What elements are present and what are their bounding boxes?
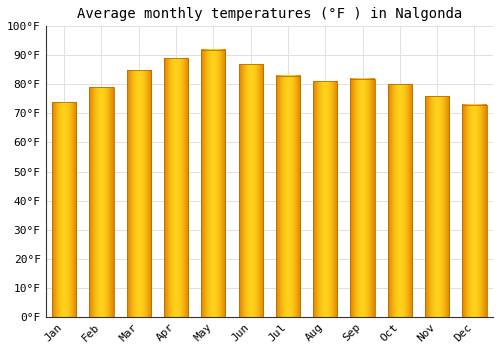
Bar <box>126 70 151 317</box>
Bar <box>201 49 226 317</box>
Bar <box>90 87 114 317</box>
Bar <box>276 76 300 317</box>
Bar <box>462 105 486 317</box>
Bar <box>52 102 76 317</box>
Bar <box>350 78 374 317</box>
Title: Average monthly temperatures (°F ) in Nalgonda: Average monthly temperatures (°F ) in Na… <box>76 7 462 21</box>
Bar <box>164 58 188 317</box>
Bar <box>238 64 263 317</box>
Bar <box>388 84 412 317</box>
Bar <box>313 82 338 317</box>
Bar <box>425 96 449 317</box>
